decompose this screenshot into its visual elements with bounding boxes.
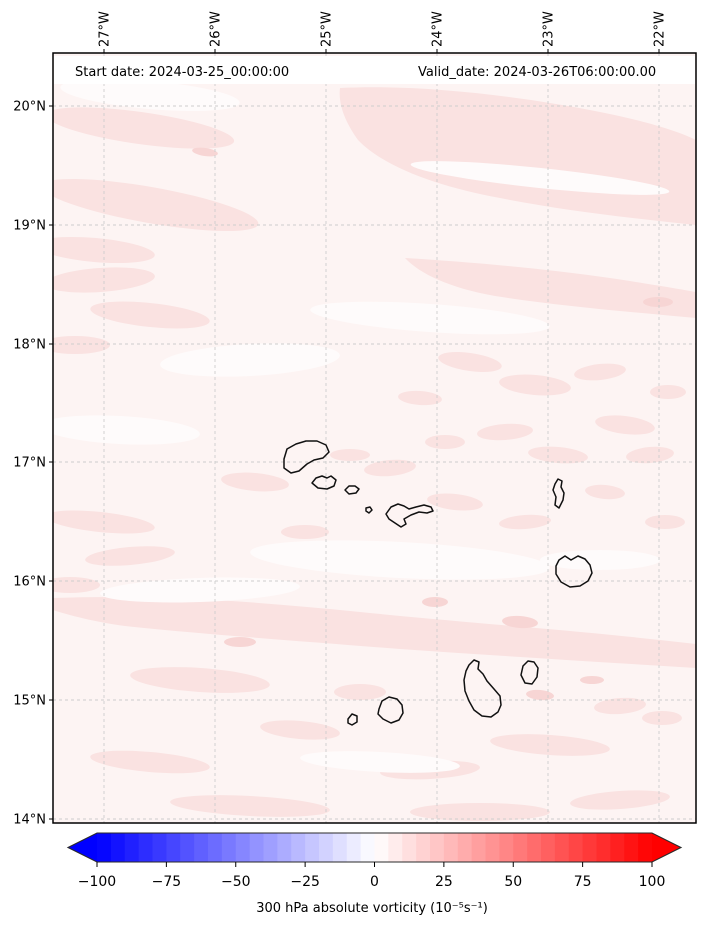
colorbar-segment bbox=[610, 833, 625, 862]
lon-tick-label: 22°W bbox=[653, 11, 668, 47]
colorbar-segment bbox=[208, 833, 223, 862]
valid-date-text: Valid_date: 2024-03-26T06:00:00.00 bbox=[418, 65, 656, 80]
colorbar-segment bbox=[416, 833, 431, 862]
plot-border bbox=[52, 52, 697, 824]
lat-tick-label: 17°N bbox=[13, 456, 46, 471]
lat-tick-label: 19°N bbox=[13, 219, 46, 234]
colorbar-left-arrow bbox=[68, 833, 97, 862]
colorbar-segment bbox=[638, 833, 653, 862]
lon-tick-label: 23°W bbox=[542, 11, 557, 47]
island-coastline-boa-vista bbox=[555, 555, 593, 588]
colorbar-segment bbox=[499, 833, 514, 862]
island-coastline-raso bbox=[365, 506, 373, 514]
colorbar-segment bbox=[221, 833, 237, 862]
island-coastline-fogo bbox=[377, 696, 404, 724]
colorbar-segment bbox=[624, 833, 639, 862]
lon-tick-label: 26°W bbox=[209, 11, 224, 47]
vorticity-shading bbox=[53, 78, 696, 821]
lon-tick-label: 27°W bbox=[98, 11, 113, 47]
island-coastline-sao-vicente bbox=[311, 475, 337, 490]
lon-tick-label: 25°W bbox=[320, 11, 335, 47]
colorbar-tick-label: −50 bbox=[221, 874, 251, 890]
island-coastline-sao-nicolau bbox=[385, 503, 434, 528]
left-axis-latitude: 20°N 19°N 18°N 17°N 16°N 15°N 14°N bbox=[13, 100, 53, 828]
island-coastline-brava bbox=[347, 713, 358, 726]
colorbar-tick-label: 75 bbox=[574, 874, 592, 890]
title-band bbox=[54, 56, 695, 84]
island-coastline-santa-luzia bbox=[344, 485, 360, 495]
lon-tick-label: 24°W bbox=[431, 11, 446, 47]
lat-tick-label: 15°N bbox=[13, 694, 46, 709]
colorbar-segment bbox=[110, 833, 126, 862]
colorbar-segment bbox=[277, 833, 292, 862]
colorbar-segment bbox=[360, 833, 376, 862]
colorbar-segment bbox=[582, 833, 598, 862]
colorbar-segment bbox=[527, 833, 542, 862]
colorbar-segment bbox=[388, 833, 403, 862]
lat-tick-label: 16°N bbox=[13, 575, 46, 590]
cape-verde-coastlines bbox=[283, 440, 593, 726]
start-date-text: Start date: 2024-03-25_00:00:00 bbox=[75, 65, 289, 80]
colorbar-segment bbox=[457, 833, 473, 862]
colorbar-segment bbox=[596, 833, 611, 862]
colorbar-segment bbox=[513, 833, 528, 862]
shading-darker-pink-spots bbox=[192, 147, 673, 701]
top-axis-longitude: 27°W 26°W 25°W 24°W 23°W 22°W bbox=[98, 11, 668, 53]
colorbar-tick-label: 50 bbox=[504, 874, 522, 890]
colorbar-tick-label: −100 bbox=[78, 874, 116, 890]
colorbar-segment bbox=[443, 833, 459, 862]
colorbar-segment bbox=[194, 833, 209, 862]
colorbar-segment bbox=[471, 833, 487, 862]
colorbar-ticks: −100 −75 −50 −25 0 25 50 75 100 bbox=[78, 862, 666, 890]
shading-light-patches bbox=[53, 78, 670, 773]
island-coastline-santiago bbox=[463, 659, 502, 718]
colorbar-segment bbox=[402, 833, 417, 862]
colorbar-segment bbox=[319, 833, 334, 862]
lat-tick-label: 14°N bbox=[13, 813, 46, 828]
colorbar-tick-label: −75 bbox=[152, 874, 182, 890]
colorbar-segment bbox=[249, 833, 265, 862]
colorbar-segment bbox=[346, 833, 362, 862]
colorbar-segment bbox=[263, 833, 278, 862]
colorbar-segment bbox=[180, 833, 195, 862]
lat-tick-label: 20°N bbox=[13, 100, 46, 115]
colorbar-segment bbox=[554, 833, 570, 862]
colorbar-segment bbox=[332, 833, 348, 862]
colorbar-tick-label: 100 bbox=[639, 874, 666, 890]
island-coastline-sal bbox=[552, 478, 565, 509]
colorbar-segments bbox=[68, 833, 681, 862]
colorbar-segment bbox=[305, 833, 320, 862]
colorbar-segment bbox=[541, 833, 556, 862]
colorbar-segment bbox=[166, 833, 181, 862]
colorbar-segment bbox=[152, 833, 167, 862]
colorbar-segment bbox=[138, 833, 154, 862]
colorbar-segment bbox=[430, 833, 445, 862]
lat-tick-label: 18°N bbox=[13, 338, 46, 353]
colorbar-segment bbox=[124, 833, 140, 862]
colorbar-segment bbox=[485, 833, 500, 862]
island-coastline-santo-antao bbox=[283, 440, 330, 474]
colorbar-segment bbox=[374, 833, 389, 862]
colorbar-tick-label: 25 bbox=[435, 874, 453, 890]
colorbar-right-arrow bbox=[652, 833, 681, 862]
colorbar-tick-label: 0 bbox=[370, 874, 379, 890]
colorbar-segment bbox=[235, 833, 251, 862]
colorbar-segment bbox=[291, 833, 306, 862]
colorbar-label: 300 hPa absolute vorticity (10⁻⁵s⁻¹) bbox=[256, 901, 488, 916]
colorbar-tick-label: −25 bbox=[290, 874, 320, 890]
island-coastline-maio bbox=[520, 660, 539, 685]
colorbar-segment bbox=[568, 833, 584, 862]
colorbar-segment bbox=[97, 833, 112, 862]
